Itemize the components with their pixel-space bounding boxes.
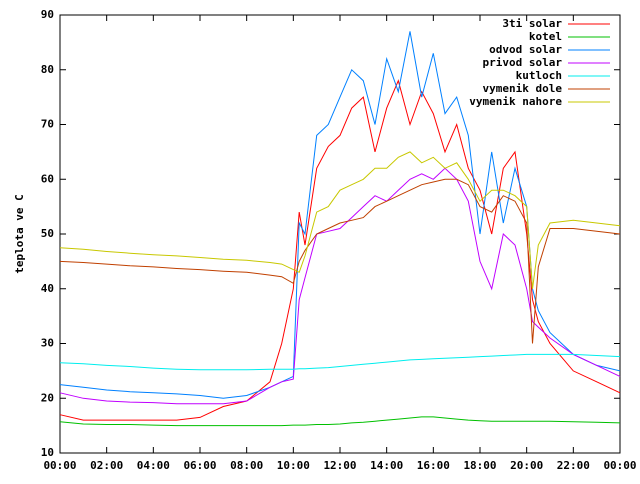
x-tick-label: 12:00: [323, 459, 356, 472]
legend-label: vymenik nahore: [469, 95, 562, 108]
series-line: [59, 353, 621, 371]
y-tick-label: 90: [41, 8, 54, 21]
series-line: [59, 416, 621, 427]
legend-label: odvod solar: [489, 43, 562, 56]
legend-label: privod solar: [483, 56, 563, 69]
series-line: [59, 31, 621, 399]
x-tick-label: 08:00: [230, 459, 263, 472]
y-tick-label: 50: [41, 227, 54, 240]
legend-label: kutloch: [516, 69, 562, 82]
x-tick-label: 10:00: [277, 459, 310, 472]
y-tick-label: 40: [41, 282, 54, 295]
x-tick-label: 16:00: [417, 459, 450, 472]
y-tick-label: 10: [41, 446, 54, 459]
legend-label: kotel: [529, 30, 562, 43]
y-tick-label: 70: [41, 118, 54, 131]
x-tick-label: 02:00: [90, 459, 123, 472]
y-tick-label: 20: [41, 391, 54, 404]
x-tick-label: 22:00: [557, 459, 590, 472]
legend-label: 3ti solar: [502, 17, 562, 30]
x-tick-label: 00:00: [603, 459, 636, 472]
x-tick-label: 18:00: [463, 459, 496, 472]
series-line: [59, 151, 621, 289]
x-tick-label: 20:00: [510, 459, 543, 472]
y-tick-label: 30: [41, 337, 54, 350]
y-axis-label: teplota ve C: [13, 194, 26, 273]
series-line: [59, 79, 621, 421]
series-line: [59, 167, 621, 405]
x-tick-label: 14:00: [370, 459, 403, 472]
y-tick-label: 60: [41, 172, 54, 185]
legend-label: vymenik dole: [483, 82, 563, 95]
x-tick-label: 04:00: [137, 459, 170, 472]
y-tick-label: 80: [41, 63, 54, 76]
x-tick-label: 06:00: [183, 459, 216, 472]
series-line: [59, 178, 621, 344]
x-tick-label: 00:00: [43, 459, 76, 472]
